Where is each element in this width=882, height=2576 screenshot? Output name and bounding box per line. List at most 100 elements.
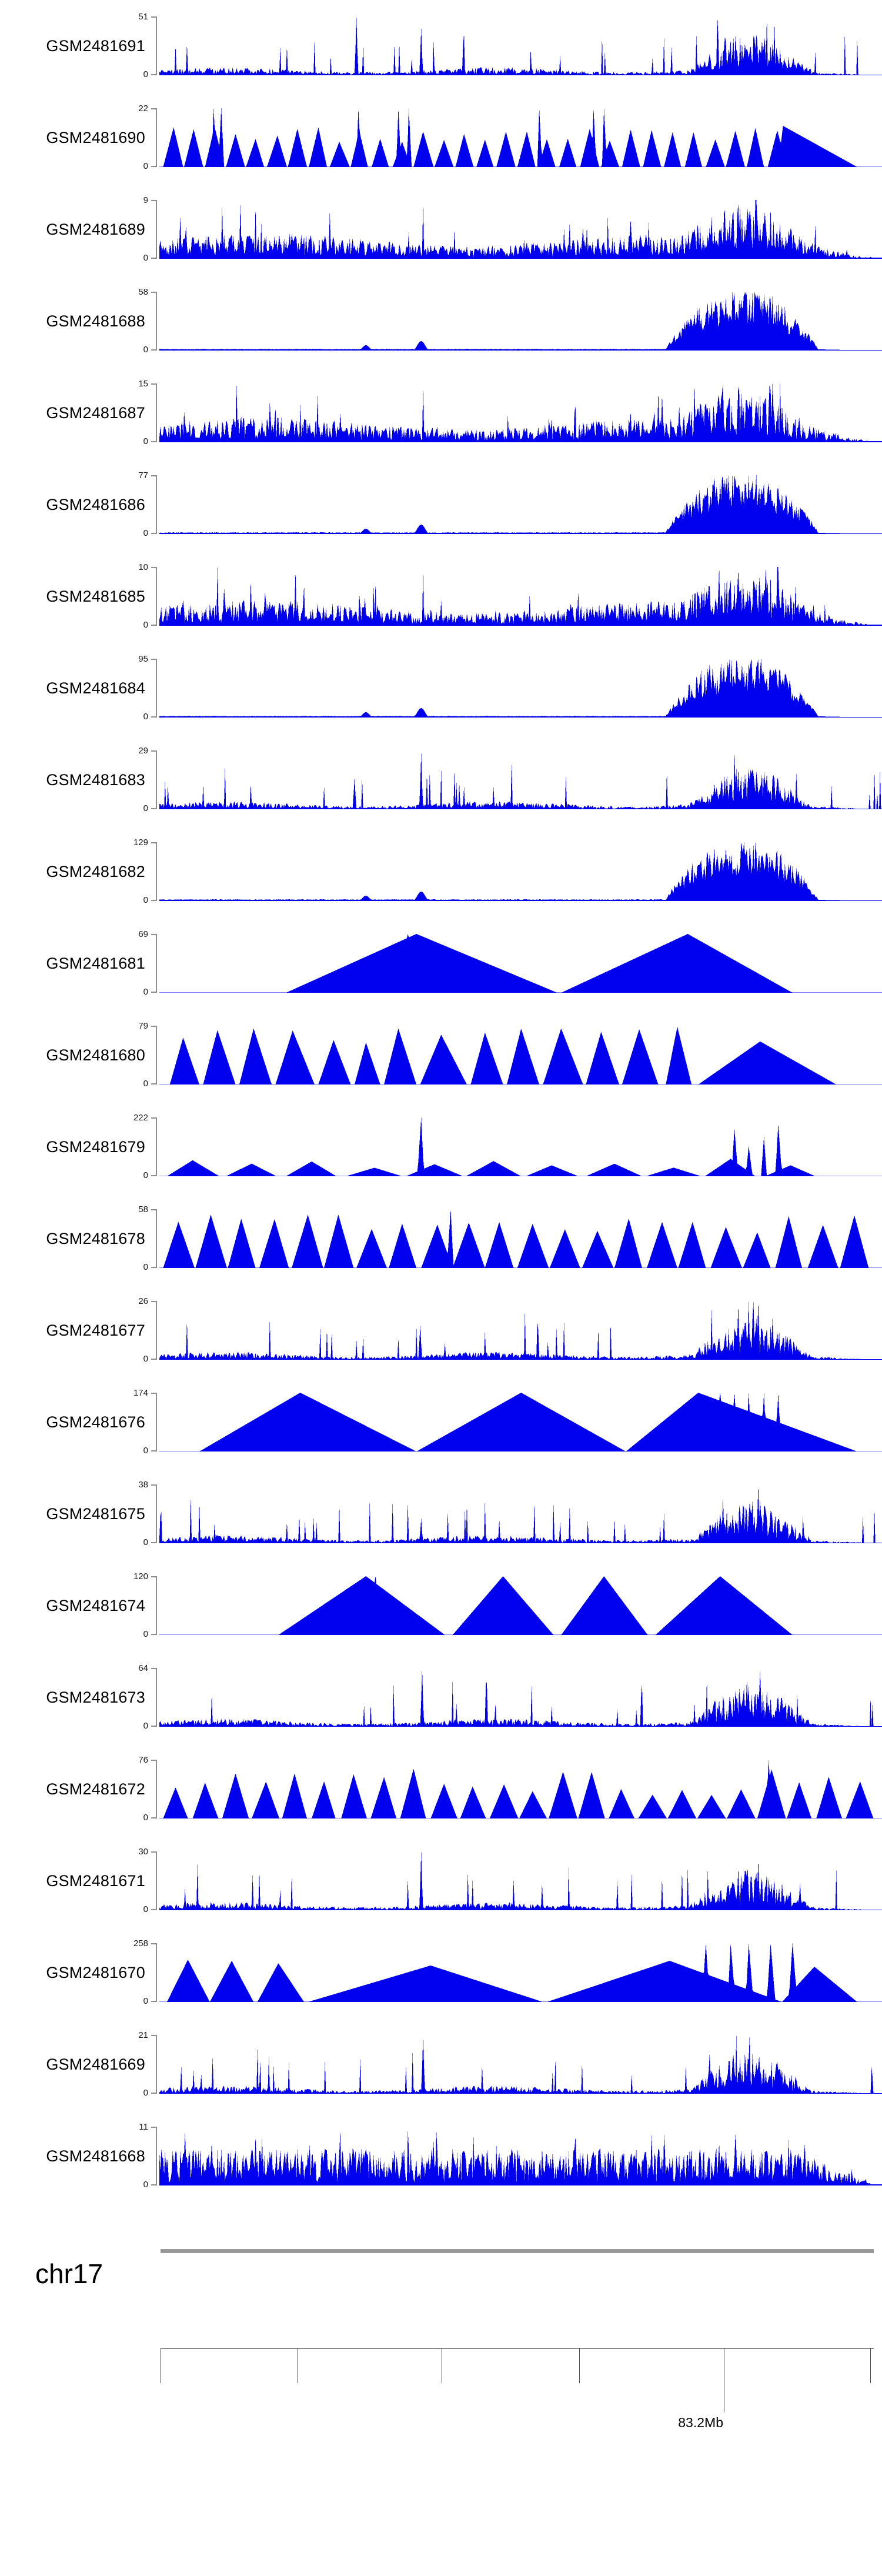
y-axis-max: 58: [138, 1204, 148, 1214]
y-axis-min: 0: [143, 69, 148, 79]
track-gsm2481669[interactable]: GSM2481669 21 0: [0, 2018, 882, 2110]
track-label-container: GSM2481684: [0, 642, 151, 734]
y-axis-bracket: [151, 750, 159, 809]
track-gsm2481689[interactable]: GSM2481689 9 0: [0, 183, 882, 275]
track-gsm2481681[interactable]: GSM2481681 69 0: [0, 917, 882, 1009]
track-plot[interactable]: [159, 2018, 882, 2110]
y-axis-min: 0: [143, 436, 148, 446]
track-plot[interactable]: [159, 1468, 882, 1560]
y-axis-min: 0: [143, 1629, 148, 1639]
y-axis: 95 0: [138, 642, 159, 734]
track-plot[interactable]: [159, 1651, 882, 1743]
y-axis: 222 0: [133, 1101, 159, 1193]
y-axis-max: 21: [138, 2030, 148, 2040]
y-axis-bracket: [151, 383, 159, 442]
track-gsm2481676[interactable]: GSM2481676 174 0: [0, 1376, 882, 1468]
track-plot[interactable]: [159, 92, 882, 183]
tracks-container: GSM2481691 51 0 GSM2481690 22 0 GSM2481689 9 0 GS…: [0, 0, 882, 2202]
track-plot[interactable]: [159, 550, 882, 642]
y-axis: 79 0: [138, 1009, 159, 1101]
track-gsm2481680[interactable]: GSM2481680 79 0: [0, 1009, 882, 1101]
y-axis-max: 64: [138, 1663, 148, 1673]
track-gsm2481679[interactable]: GSM2481679 222 0: [0, 1101, 882, 1193]
track-label-container: GSM2481682: [0, 826, 151, 917]
track-label-container: GSM2481672: [0, 1743, 151, 1835]
track-label-container: GSM2481680: [0, 1009, 151, 1101]
track-gsm2481688[interactable]: GSM2481688 58 0: [0, 275, 882, 367]
y-axis-min: 0: [143, 712, 148, 722]
track-label-container: GSM2481668: [0, 2110, 151, 2202]
y-axis-max: 79: [138, 1021, 148, 1031]
track-plot[interactable]: [159, 1743, 882, 1835]
track-plot[interactable]: [159, 1101, 882, 1193]
track-label-container: GSM2481687: [0, 367, 151, 459]
y-axis-bracket: [151, 1209, 159, 1268]
track-gsm2481690[interactable]: GSM2481690 22 0: [0, 92, 882, 183]
track-plot[interactable]: [159, 459, 882, 550]
track-plot[interactable]: [159, 734, 882, 826]
chromosome-label: chr17: [35, 2258, 103, 2289]
y-axis-min: 0: [143, 2088, 148, 2098]
y-axis-max: 9: [143, 195, 148, 205]
track-label: GSM2481671: [46, 1871, 145, 1890]
track-gsm2481674[interactable]: GSM2481674 120 0: [0, 1560, 882, 1651]
y-axis: 15 0: [138, 367, 159, 459]
track-gsm2481668[interactable]: GSM2481668 11 0: [0, 2110, 882, 2202]
track-gsm2481671[interactable]: GSM2481671 30 0: [0, 1835, 882, 1927]
track-label-container: GSM2481677: [0, 1284, 151, 1376]
track-plot[interactable]: [159, 1284, 882, 1376]
track-plot[interactable]: [159, 367, 882, 459]
track-label: GSM2481690: [46, 128, 145, 146]
track-label-container: GSM2481675: [0, 1468, 151, 1560]
y-axis-min: 0: [143, 2180, 148, 2190]
y-axis: 29 0: [138, 734, 159, 826]
track-plot[interactable]: [159, 275, 882, 367]
track-label: GSM2481678: [46, 1229, 145, 1247]
track-label: GSM2481681: [46, 954, 145, 972]
track-gsm2481687[interactable]: GSM2481687 15 0: [0, 367, 882, 459]
y-axis-min: 0: [143, 895, 148, 905]
track-plot[interactable]: [159, 1009, 882, 1101]
y-axis-bracket: [151, 567, 159, 626]
y-axis-max: 76: [138, 1755, 148, 1765]
track-gsm2481691[interactable]: GSM2481691 51 0: [0, 0, 882, 92]
track-gsm2481672[interactable]: GSM2481672 76 0: [0, 1743, 882, 1835]
track-label: GSM2481687: [46, 403, 145, 422]
track-plot[interactable]: [159, 1835, 882, 1927]
track-plot[interactable]: [159, 183, 882, 275]
track-label-container: GSM2481690: [0, 92, 151, 183]
track-plot[interactable]: [159, 1376, 882, 1468]
track-plot[interactable]: [159, 1560, 882, 1651]
track-gsm2481675[interactable]: GSM2481675 38 0: [0, 1468, 882, 1560]
track-gsm2481670[interactable]: GSM2481670 258 0: [0, 1927, 882, 2018]
track-label-container: GSM2481683: [0, 734, 151, 826]
track-gsm2481683[interactable]: GSM2481683 29 0: [0, 734, 882, 826]
track-gsm2481686[interactable]: GSM2481686 77 0: [0, 459, 882, 550]
y-axis: 58 0: [138, 275, 159, 367]
track-label: GSM2481674: [46, 1596, 145, 1614]
y-axis: 258 0: [133, 1927, 159, 2018]
track-label: GSM2481670: [46, 1963, 145, 1981]
track-plot[interactable]: [159, 642, 882, 734]
track-gsm2481677[interactable]: GSM2481677 26 0: [0, 1284, 882, 1376]
y-axis-bracket: [151, 1484, 159, 1543]
track-gsm2481685[interactable]: GSM2481685 10 0: [0, 550, 882, 642]
y-axis-max: 15: [138, 379, 148, 389]
y-axis-min: 0: [143, 1170, 148, 1180]
track-gsm2481678[interactable]: GSM2481678 58 0: [0, 1193, 882, 1284]
track-gsm2481684[interactable]: GSM2481684 95 0: [0, 642, 882, 734]
track-plot[interactable]: [159, 917, 882, 1009]
track-plot[interactable]: [159, 1193, 882, 1284]
y-axis-bracket: [151, 2127, 159, 2185]
track-label-container: GSM2481688: [0, 275, 151, 367]
y-axis-min: 0: [143, 1904, 148, 1914]
track-gsm2481682[interactable]: GSM2481682 129 0: [0, 826, 882, 917]
track-plot[interactable]: [159, 2110, 882, 2202]
track-gsm2481673[interactable]: GSM2481673 64 0: [0, 1651, 882, 1743]
track-plot[interactable]: [159, 1927, 882, 2018]
track-plot[interactable]: [159, 0, 882, 92]
track-label: GSM2481689: [46, 220, 145, 238]
track-plot[interactable]: [159, 826, 882, 917]
